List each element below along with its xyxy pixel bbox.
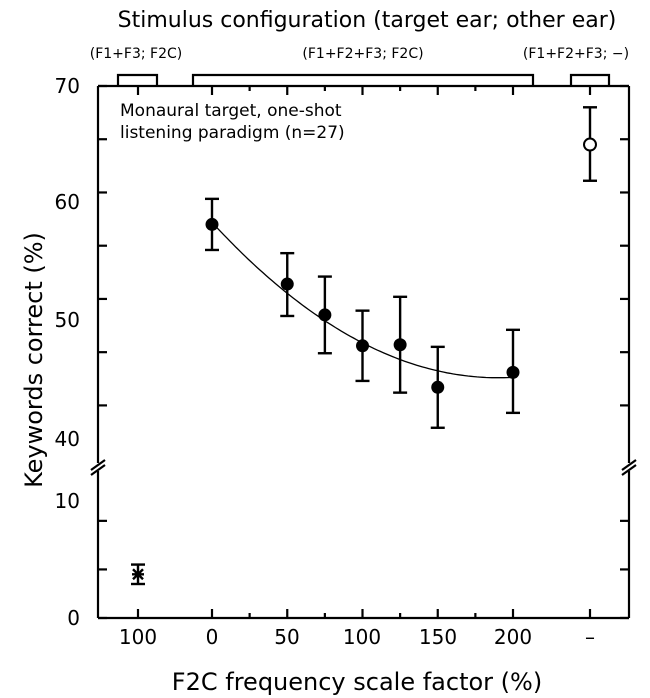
point-50: [280, 277, 294, 291]
x-tick-label-dash: –: [585, 625, 595, 649]
x-tick-label-100: 100: [343, 625, 381, 649]
config-label-f1f2f3-none: (F1+F2+F3; −): [523, 46, 629, 62]
axis-ticks: [98, 84, 629, 620]
bracket-f1f2f3-none: [569, 73, 611, 86]
config-label-f1f2f3-f2c: (F1+F2+F3; F2C): [302, 46, 423, 62]
axis-break-left: [90, 459, 106, 476]
x-tick-label-100-left: 100: [119, 625, 157, 649]
bracket-f1f2f3-f2c: [191, 73, 535, 86]
y-tick-label-60: 60: [55, 190, 80, 214]
x-tick-label-150: 150: [419, 625, 457, 649]
annotation-line-1: Monaural target, one-shot: [120, 101, 342, 121]
config-brackets: [116, 73, 611, 86]
y-tick-label-0: 0: [67, 606, 80, 630]
y-tick-label-70: 70: [55, 74, 80, 98]
point-monaural-open: [583, 137, 597, 152]
point-100: [356, 339, 369, 353]
annotation-line-2: listening paradigm (n=27): [120, 123, 345, 143]
x-tick-label-0: 0: [206, 625, 219, 649]
y-tick-label-50: 50: [55, 308, 80, 332]
config-label-f1f3: (F1+F3; F2C): [90, 46, 182, 62]
point-150: [431, 380, 445, 394]
point-200: [506, 365, 520, 379]
x-axis-title: F2C frequency scale factor (%): [172, 668, 542, 696]
config-title: Stimulus configuration (target ear; othe…: [118, 8, 617, 33]
point-125: [393, 338, 407, 352]
point-0: [205, 217, 219, 231]
data-marks: [131, 106, 597, 586]
plot-frame: [90, 84, 637, 620]
y-tick-label-40: 40: [55, 427, 80, 451]
x-tick-label-200: 200: [494, 625, 532, 649]
y-tick-label-10: 10: [55, 489, 80, 513]
x-tick-label-50: 50: [274, 625, 299, 649]
axis-break-right: [621, 459, 637, 476]
point-75: [318, 308, 332, 322]
bracket-f1f3: [116, 73, 159, 86]
y-axis-title: Keywords correct (%): [20, 232, 48, 488]
point-f1f3-asterisk: [132, 568, 144, 581]
